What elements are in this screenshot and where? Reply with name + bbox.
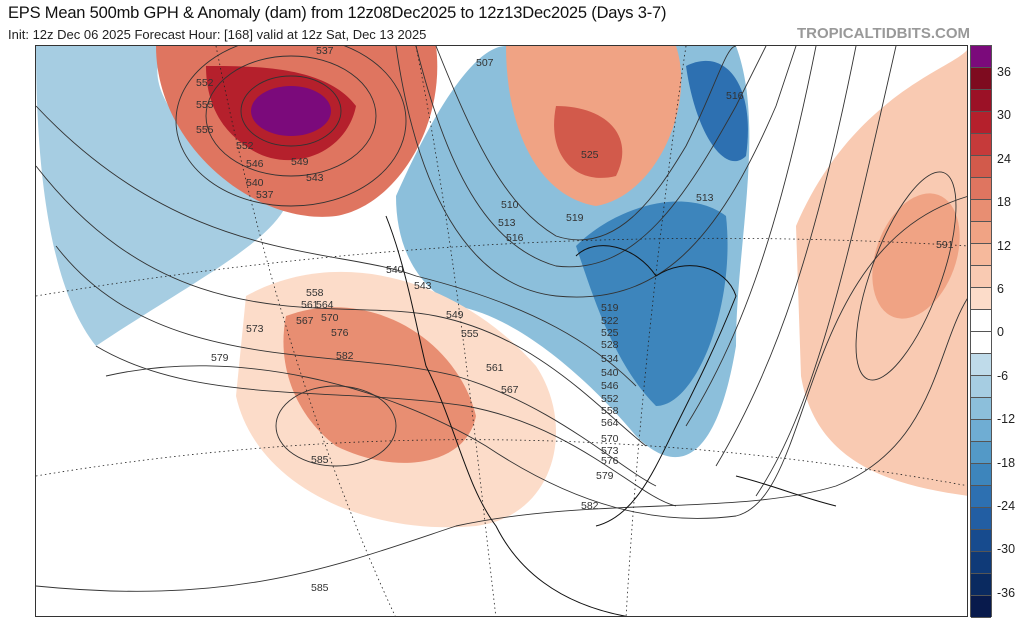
contour-label: 579 — [211, 352, 229, 364]
map-subtitle: Init: 12z Dec 06 2025 Forecast Hour: [16… — [8, 27, 427, 42]
contour-label: 522 — [601, 315, 619, 327]
negative-anomaly-pacific — [36, 46, 286, 346]
colorbar-bin — [971, 376, 991, 398]
contour-label: 570 — [601, 433, 619, 445]
colorbar-bin — [971, 244, 991, 266]
contour-label: 540 — [601, 367, 619, 379]
contour-label: 591 — [936, 239, 954, 251]
contour-label: 552 — [236, 140, 254, 152]
colorbar-tick-label: -30 — [997, 542, 1016, 557]
colorbar-bin — [971, 354, 991, 376]
contour-label: 552 — [196, 77, 214, 89]
contour-label: 546 — [601, 380, 619, 392]
contour-label: 540 — [246, 177, 264, 189]
colorbar-tick-label: 6 — [997, 282, 1004, 296]
colorbar-tick-label: 0 — [997, 325, 1004, 340]
contour-label: 513 — [498, 217, 516, 229]
colorbar-bin — [971, 90, 991, 112]
contour-label: 537 — [256, 189, 274, 201]
contour-label: 516 — [506, 232, 524, 244]
colorbar-bin — [971, 596, 991, 618]
contour-label: 543 — [414, 280, 432, 292]
contour-label: 507 — [476, 57, 494, 69]
colorbar-bin — [971, 574, 991, 596]
colorbar-bin — [971, 486, 991, 508]
contour-label: 573 — [246, 323, 264, 335]
colorbar-tick-label: 24 — [997, 151, 1011, 166]
colorbar-tick-label: -24 — [997, 499, 1016, 513]
colorbar-bin — [971, 552, 991, 574]
colorbar-tick-label: -6 — [997, 368, 1009, 383]
map-title: EPS Mean 500mb GPH & Anomaly (dam) from … — [8, 4, 667, 22]
contour-label: 585 — [311, 582, 329, 594]
colorbar-bin — [971, 112, 991, 134]
colorbar-bin — [971, 178, 991, 200]
contour-label: 519 — [566, 212, 584, 224]
colorbar-tick-label: 12 — [997, 238, 1011, 253]
colorbar-bin — [971, 200, 991, 222]
colorbar-tick-label: -12 — [997, 412, 1016, 427]
contour-label: 576 — [601, 455, 619, 467]
contour-label: 582 — [581, 500, 599, 512]
colorbar-bin — [971, 46, 991, 68]
colorbar-bin — [971, 222, 991, 244]
contour-label: 540 — [386, 264, 404, 276]
contour-label: 537 — [316, 46, 334, 57]
anomaly-map: 537 552 555 555 552 546 549 543 540 537 507 516 525 5… — [35, 45, 968, 617]
colorbar-tick-label: 36 — [997, 65, 1011, 79]
colorbar-bin — [971, 508, 991, 530]
colorbar-bin — [971, 420, 991, 442]
colorbar-bin — [971, 134, 991, 156]
colorbar — [970, 45, 992, 618]
colorbar-bin — [971, 530, 991, 552]
colorbar-tick-label: 18 — [997, 195, 1011, 210]
colorbar-bin — [971, 288, 991, 310]
contour-label: 555 — [461, 328, 479, 340]
colorbar-tick-label: 30 — [997, 108, 1011, 123]
contour-label: 528 — [601, 339, 619, 351]
contour-label: 558 — [601, 405, 619, 417]
contour-label: 561 — [301, 299, 319, 311]
colorbar-bin — [971, 442, 991, 464]
contour-label: 516 — [726, 90, 744, 102]
contour-label: 576 — [331, 327, 349, 339]
contour-label: 567 — [296, 315, 314, 327]
contour-label: 525 — [601, 327, 619, 339]
contour-label: 510 — [501, 199, 519, 211]
colorbar-bin — [971, 68, 991, 90]
colorbar-bin — [971, 332, 991, 354]
contour-label: 552 — [601, 393, 619, 405]
contour-label: 525 — [581, 149, 599, 161]
contour-label: 513 — [696, 192, 714, 204]
colorbar-bin — [971, 398, 991, 420]
brand-watermark: TROPICALTIDBITS.COM — [796, 25, 970, 42]
contour-label: 546 — [246, 158, 264, 170]
contour-label: 582 — [336, 350, 354, 362]
contour-label: 543 — [306, 172, 324, 184]
colorbar-bin — [971, 156, 991, 178]
contour-label: 549 — [446, 309, 464, 321]
colorbar-tick-label: -18 — [997, 455, 1016, 470]
colorbar-bin — [971, 310, 991, 332]
contour-label: 570 — [321, 312, 339, 324]
contour-label: 564 — [316, 299, 334, 311]
contour-label: 534 — [601, 353, 619, 365]
contour-label: 573 — [601, 445, 619, 457]
contour-label: 567 — [501, 384, 519, 396]
contour-label: 561 — [486, 362, 504, 374]
contour-label: 555 — [196, 124, 214, 136]
contour-label: 564 — [601, 417, 619, 429]
colorbar-bin — [971, 266, 991, 288]
contour-label: 558 — [306, 287, 324, 299]
contour-label: 555 — [196, 99, 214, 111]
coastline — [385, 215, 837, 616]
contour-label: 519 — [601, 302, 619, 314]
colorbar-tick-label: -36 — [997, 585, 1016, 600]
contour-label: 549 — [291, 156, 309, 168]
colorbar-bin — [971, 464, 991, 486]
contour-label: 585 — [311, 454, 329, 466]
contour-label: 579 — [596, 470, 614, 482]
